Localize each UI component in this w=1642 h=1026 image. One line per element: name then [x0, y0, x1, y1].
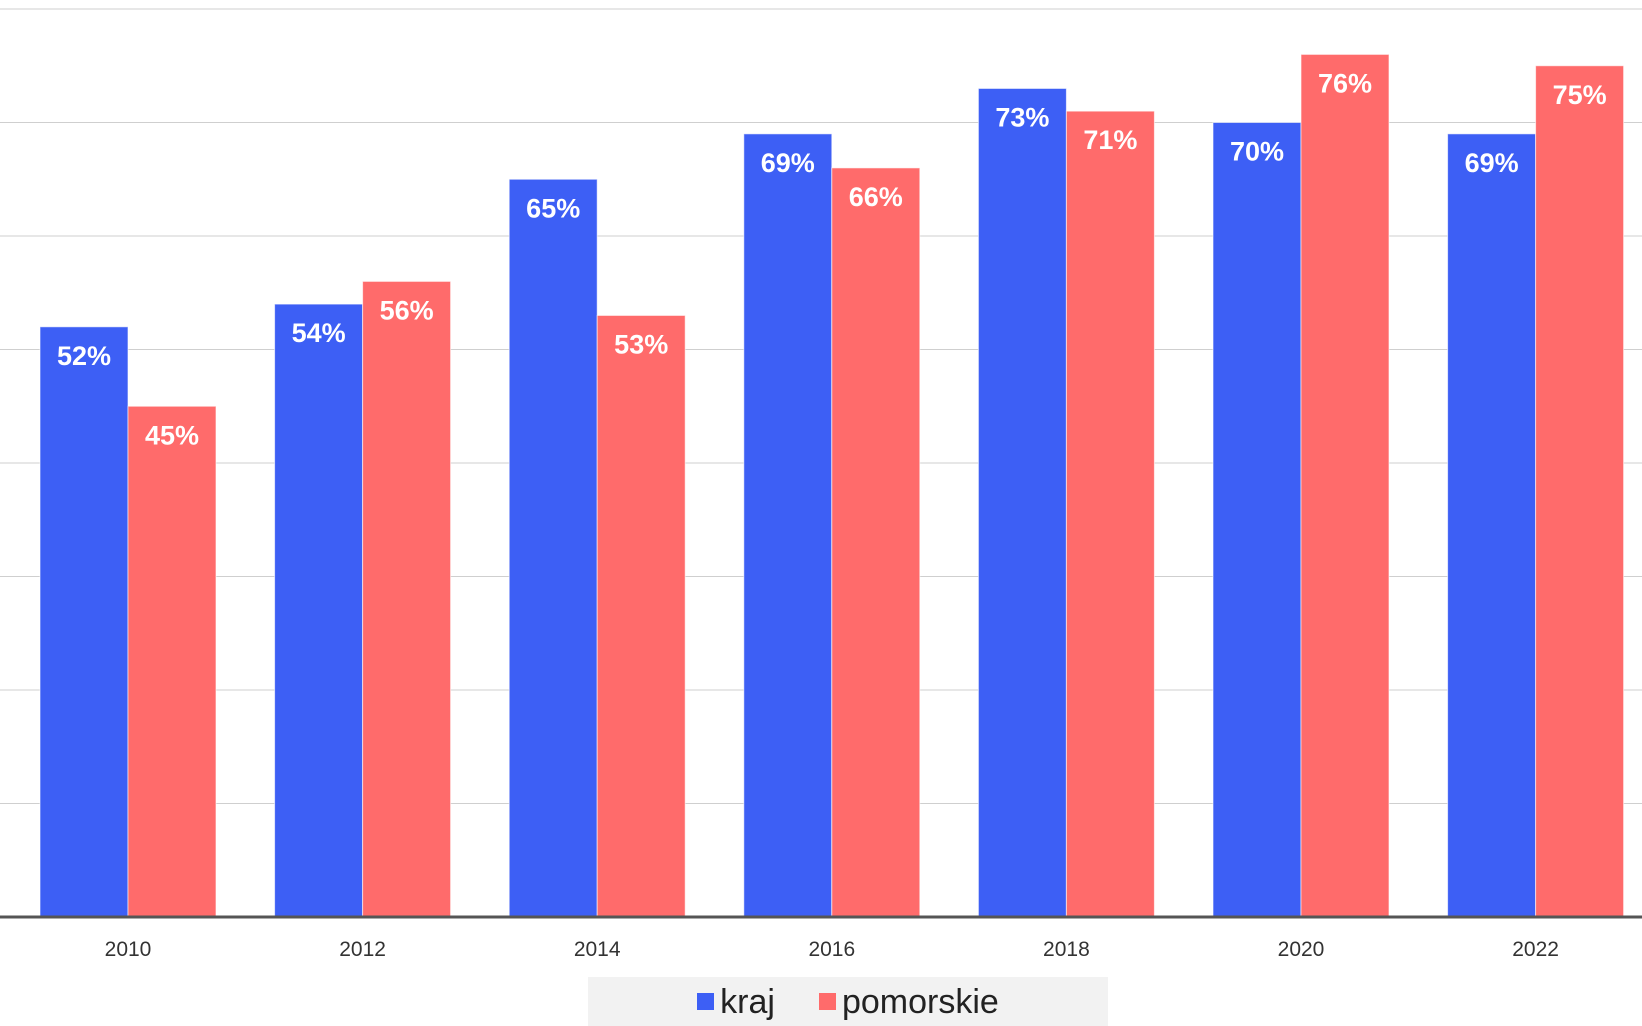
data-label-kraj-2010: 52%: [57, 341, 111, 371]
legend-label-pomorskie: pomorskie: [841, 982, 999, 1021]
bar-pomorskie-2020[interactable]: [1300, 53, 1390, 918]
bar-kraj-2010[interactable]: [39, 326, 129, 918]
bar-pomorskie-2010[interactable]: [127, 405, 217, 918]
x-tick-labels: 2010 2012 2014 2016 2018 2020 2022: [105, 938, 1559, 961]
x-tick-2018: 2018: [1043, 938, 1090, 961]
data-label-pomorskie-2020: 76%: [1318, 68, 1372, 98]
data-label-pomorskie-2018: 71%: [1083, 125, 1137, 155]
bar-kraj-2012[interactable]: [274, 303, 364, 918]
bar-pomorskie-2022[interactable]: [1535, 65, 1625, 918]
legend-item-pomorskie[interactable]: pomorskie: [818, 982, 999, 1021]
data-label-kraj-2020: 70%: [1230, 137, 1284, 167]
data-label-kraj-2018: 73%: [995, 102, 1049, 132]
bar-pomorskie-2018[interactable]: [1065, 110, 1155, 918]
x-tick-2010: 2010: [105, 938, 152, 961]
bars: [39, 53, 1625, 918]
data-label-pomorskie-2022: 75%: [1553, 80, 1607, 110]
x-tick-2022: 2022: [1512, 938, 1559, 961]
bar-pomorskie-2014[interactable]: [596, 314, 686, 918]
legend-label-kraj: kraj: [720, 982, 775, 1021]
bar-kraj-2020[interactable]: [1212, 122, 1302, 918]
x-tick-2020: 2020: [1278, 938, 1325, 961]
bar-labels: 52% 45% 54% 56% 65% 53% 69% 66% 73% 71% 70% 76% 69% 7…: [57, 68, 1607, 450]
bar-kraj-2014[interactable]: [508, 178, 598, 918]
data-label-pomorskie-2012: 56%: [380, 295, 434, 325]
data-label-kraj-2022: 69%: [1465, 148, 1519, 178]
data-label-kraj-2012: 54%: [292, 318, 346, 348]
bar-kraj-2018[interactable]: [977, 87, 1067, 918]
data-label-pomorskie-2010: 45%: [145, 420, 199, 450]
bar-kraj-2022[interactable]: [1447, 133, 1537, 918]
bar-kraj-2016[interactable]: [743, 133, 833, 918]
legend-swatch-pomorskie: [818, 993, 836, 1010]
legend-swatch-kraj: [697, 993, 715, 1010]
x-tick-2014: 2014: [574, 938, 621, 961]
x-tick-2016: 2016: [808, 938, 855, 961]
data-label-kraj-2016: 69%: [761, 148, 815, 178]
data-label-kraj-2014: 65%: [526, 193, 580, 223]
bar-pomorskie-2012[interactable]: [362, 280, 452, 918]
data-label-pomorskie-2016: 66%: [849, 182, 903, 212]
bar-pomorskie-2016[interactable]: [831, 167, 921, 918]
legend[interactable]: kraj pomorskie: [588, 977, 1108, 1026]
legend-item-kraj[interactable]: kraj: [697, 985, 775, 1019]
x-tick-2012: 2012: [339, 938, 386, 961]
data-label-pomorskie-2014: 53%: [614, 329, 668, 359]
